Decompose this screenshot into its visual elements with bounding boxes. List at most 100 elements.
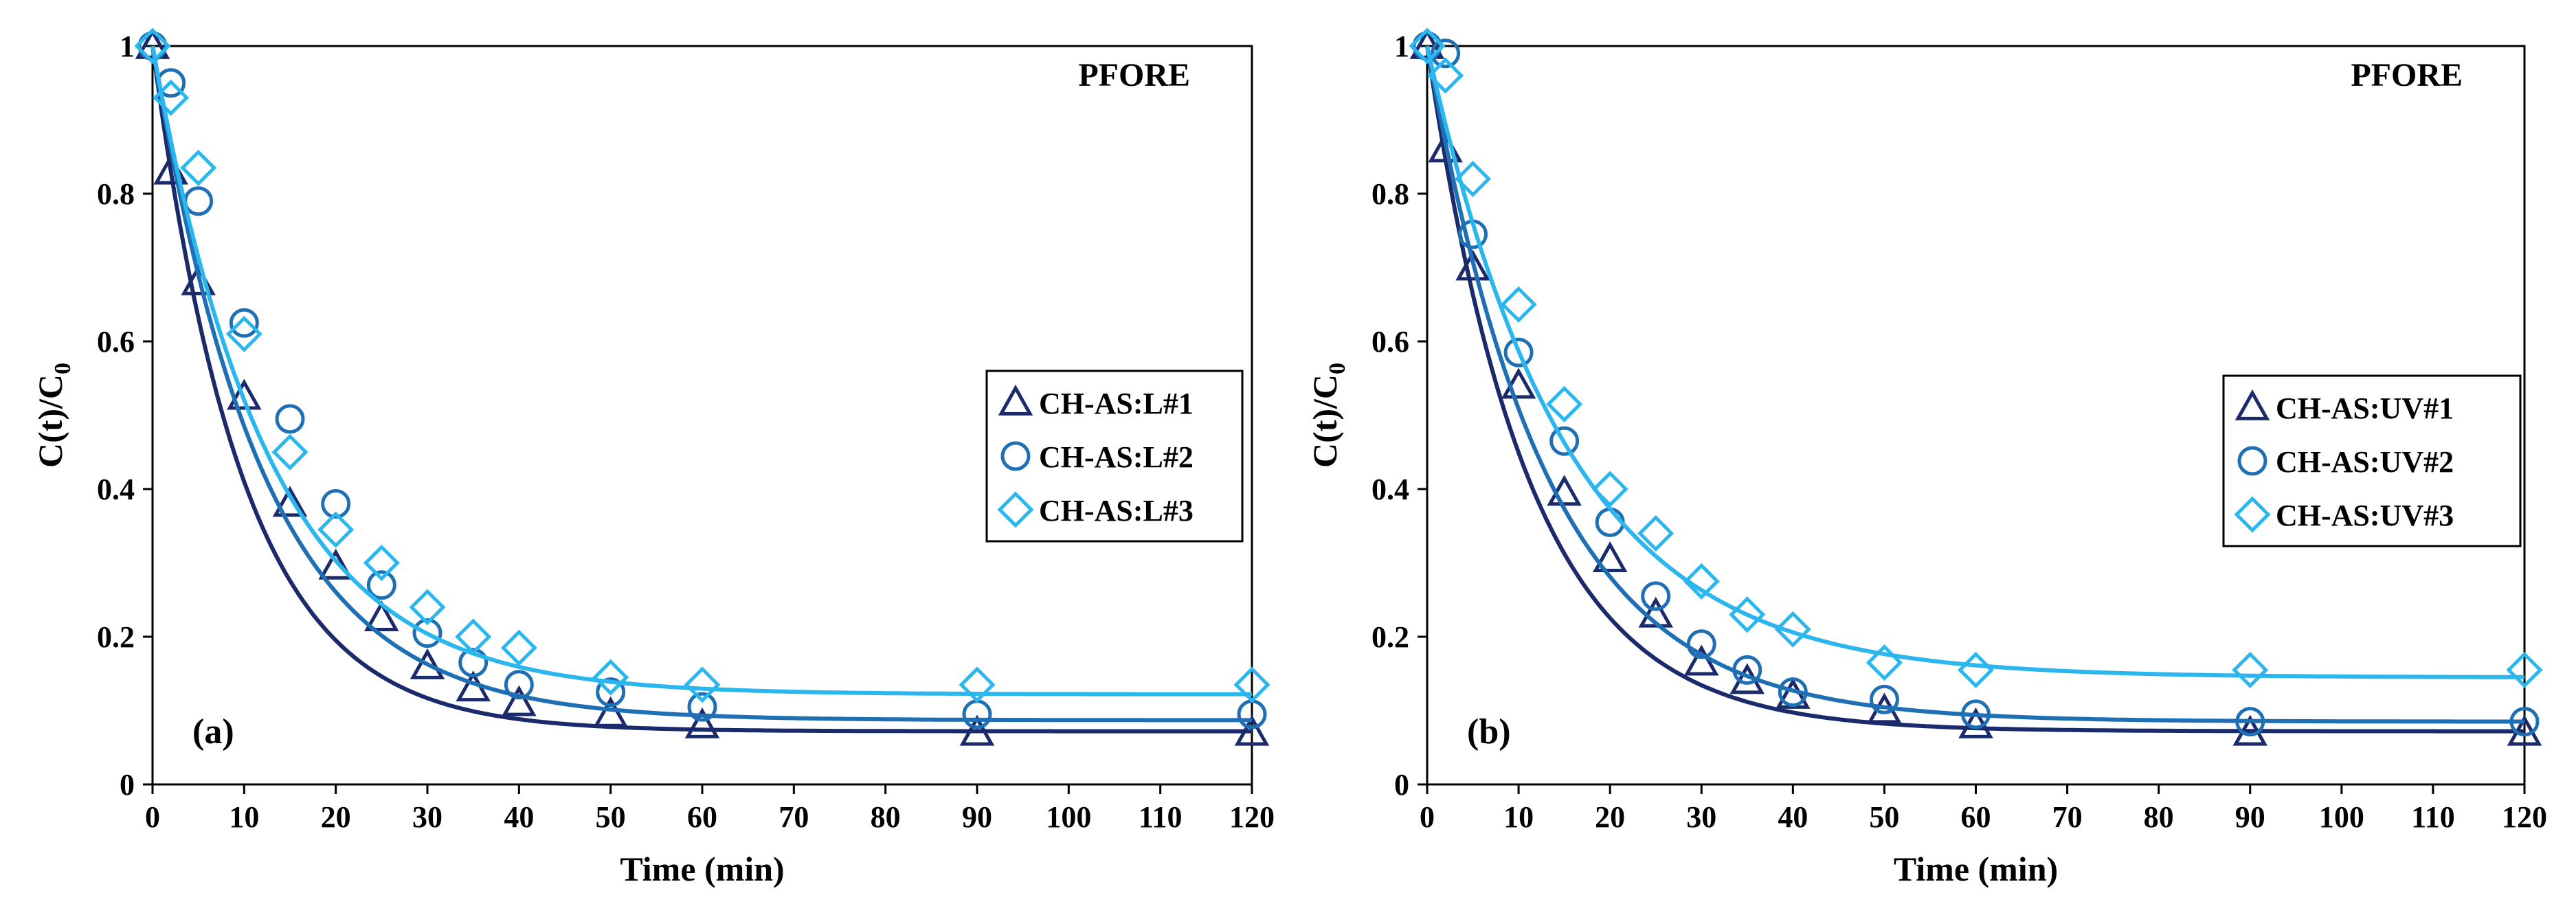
annotation-pfore: PFORE bbox=[1078, 57, 1190, 93]
y-tick-label: 0 bbox=[120, 768, 135, 802]
fit-curve-diamond bbox=[150, 45, 1252, 697]
data-point-circle bbox=[2235, 707, 2265, 737]
data-point-circle bbox=[1686, 629, 1716, 659]
data-point-triangle bbox=[502, 685, 537, 716]
y-tick-label: 0 bbox=[1394, 768, 1409, 802]
x-tick-label: 90 bbox=[2235, 800, 2265, 834]
legend-marker-diamond bbox=[2234, 496, 2271, 533]
legend-marker-triangle bbox=[2235, 389, 2270, 420]
legend-label: CH-AS:UV#2 bbox=[2276, 445, 2454, 479]
data-point-circle bbox=[366, 570, 396, 600]
data-point-diamond bbox=[592, 659, 629, 696]
x-tick-label: 60 bbox=[1961, 800, 1991, 834]
chart-panel-b: 0 10 20 30 40 50 60 70 80 90 100 110 120 0 0.2 0.4 0.6 0.… bbox=[1306, 27, 2547, 888]
data-point-circle bbox=[1732, 655, 1762, 685]
x-tick-label: 10 bbox=[1503, 800, 1534, 834]
data-point-triangle bbox=[364, 600, 399, 632]
y-tick-label: 0.6 bbox=[1371, 325, 1409, 359]
y-tick-label: 0.2 bbox=[1371, 620, 1409, 654]
x-axis-title: Time (min) bbox=[620, 850, 784, 888]
x-tick-label: 110 bbox=[2411, 800, 2455, 834]
fit-curve-circle bbox=[1425, 45, 2524, 724]
x-tick-label: 100 bbox=[2319, 800, 2364, 834]
x-tick-label: 80 bbox=[871, 800, 901, 834]
data-point-diamond bbox=[317, 511, 355, 548]
x-tick-label: 30 bbox=[412, 800, 443, 834]
fit-curve-circle bbox=[150, 45, 1252, 723]
data-point-circle bbox=[687, 692, 717, 722]
data-point-circle bbox=[1869, 684, 1899, 714]
data-point-circle bbox=[1549, 426, 1580, 456]
y-tick-label: 0.2 bbox=[97, 620, 135, 654]
data-point-circle bbox=[275, 404, 305, 434]
data-point-diamond bbox=[1866, 644, 1903, 681]
legend-label: CH-AS:UV#1 bbox=[2276, 392, 2454, 425]
x-tick-label: 20 bbox=[1595, 800, 1625, 834]
data-point-diamond bbox=[1500, 286, 1537, 323]
data-point-triangle bbox=[318, 548, 353, 580]
data-point-diamond bbox=[1455, 160, 1492, 198]
x-tick-label: 0 bbox=[145, 800, 160, 834]
data-point-triangle bbox=[272, 486, 308, 517]
y-tick-label: 0.6 bbox=[97, 325, 135, 359]
data-point-triangle bbox=[684, 707, 720, 738]
x-axis-title: Time (min) bbox=[1894, 850, 2058, 888]
legend-marker-circle bbox=[2237, 446, 2267, 476]
legend-label: CH-AS:L#3 bbox=[1039, 494, 1194, 528]
data-point-diamond bbox=[1591, 471, 1628, 508]
data-point-circle bbox=[1641, 581, 1671, 611]
x-tick-label: 80 bbox=[2144, 800, 2174, 834]
x-tick-label: 40 bbox=[1778, 800, 1808, 834]
data-point-triangle bbox=[959, 714, 995, 746]
data-point-diamond bbox=[134, 27, 171, 65]
data-point-diamond bbox=[363, 544, 400, 582]
data-point-diamond bbox=[271, 433, 309, 471]
legend-label: CH-AS:L#2 bbox=[1039, 440, 1194, 474]
y-tick-label: 0.8 bbox=[97, 177, 135, 211]
data-point-diamond bbox=[1957, 651, 1995, 688]
x-tick-label: 60 bbox=[687, 800, 717, 834]
legend-label: CH-AS:UV#3 bbox=[2276, 499, 2454, 532]
x-tick-label: 20 bbox=[321, 800, 351, 834]
data-point-circle bbox=[1431, 38, 1461, 69]
x-tick-label: 70 bbox=[2052, 800, 2083, 834]
data-point-diamond bbox=[1637, 514, 1675, 552]
x-tick-label: 120 bbox=[2502, 800, 2547, 834]
fit-curve-diamond bbox=[1425, 45, 2524, 679]
y-tick-label: 1 bbox=[1394, 30, 1409, 63]
y-tick-label: 0.4 bbox=[1371, 473, 1409, 506]
legend-box bbox=[2222, 374, 2522, 547]
data-point-circle bbox=[2509, 707, 2540, 737]
data-point-diamond bbox=[225, 315, 262, 352]
data-point-circle bbox=[412, 618, 443, 648]
panel-label: (b) bbox=[1467, 712, 1511, 751]
data-point-diamond bbox=[1427, 57, 1464, 94]
data-point-circle bbox=[1412, 31, 1442, 61]
legend-marker-diamond bbox=[997, 491, 1034, 528]
x-tick-label: 0 bbox=[1420, 800, 1435, 834]
data-point-diamond bbox=[2506, 651, 2543, 688]
legend: CH-AS:L#1 CH-AS:L#2 CH-AS:L#3 bbox=[985, 370, 1244, 543]
data-point-triangle bbox=[1683, 644, 1719, 676]
annotation-pfore: PFORE bbox=[2351, 57, 2463, 93]
y-axis-title: C(t)/C0 bbox=[31, 363, 76, 468]
y-tick-label: 1 bbox=[120, 30, 135, 63]
data-point-triangle bbox=[1592, 541, 1628, 573]
data-point-diamond bbox=[684, 666, 721, 703]
data-point-triangle bbox=[593, 696, 628, 727]
data-point-diamond bbox=[1546, 385, 1583, 422]
x-tick-label: 90 bbox=[962, 800, 992, 834]
data-point-circle bbox=[1961, 699, 1991, 729]
x-tick-label: 10 bbox=[229, 800, 259, 834]
chart-panel-a: 0 10 20 30 40 50 60 70 80 90 100 110 120 0 0.2 0.4 0.6 0.… bbox=[31, 27, 1275, 888]
x-tick-label: 50 bbox=[596, 800, 626, 834]
data-point-diamond bbox=[180, 149, 217, 186]
legend: CH-AS:UV#1 CH-AS:UV#2 CH-AS:UV#3 bbox=[2222, 374, 2522, 547]
legend-marker-triangle bbox=[998, 384, 1033, 416]
y-tick-label: 0.8 bbox=[1371, 177, 1409, 211]
data-point-triangle bbox=[1455, 249, 1490, 281]
x-tick-label: 40 bbox=[504, 800, 534, 834]
data-point-circle bbox=[1503, 337, 1534, 367]
data-point-triangle bbox=[227, 378, 262, 410]
